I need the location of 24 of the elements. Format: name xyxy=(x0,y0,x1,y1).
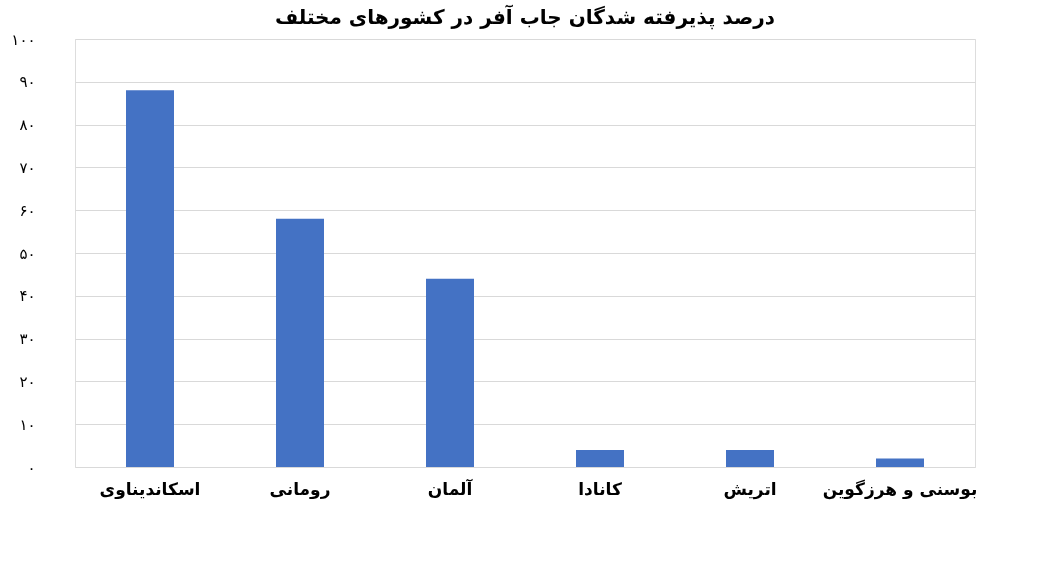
y-tick-label: ۷۰ xyxy=(19,158,36,177)
y-tick-label: ۰ xyxy=(27,458,36,477)
y-tick-label: ۸۰ xyxy=(19,116,36,135)
y-tick-label: ۴۰ xyxy=(19,287,36,306)
y-tick-label: ۲۰ xyxy=(19,372,36,391)
x-tick-label: بوسنی و هرزگوین xyxy=(822,478,978,500)
chart-title: درصد پذیرفته شدگان جاب آفر در کشورهای مختلف xyxy=(274,4,776,30)
bar xyxy=(426,278,474,467)
x-tick-label: اسکاندیناوی xyxy=(99,478,201,500)
x-tick-label: اتریش xyxy=(723,478,777,500)
x-tick-label: رومانی xyxy=(269,478,331,500)
bar xyxy=(126,90,174,467)
bar xyxy=(726,449,774,467)
y-tick-label: ۱۰ xyxy=(19,415,36,434)
y-tick-label: ۳۰ xyxy=(19,330,36,349)
y-tick-label: ۱۰۰ xyxy=(11,30,36,49)
bar xyxy=(276,218,324,467)
bar xyxy=(876,458,924,467)
y-tick-label: ۵۰ xyxy=(19,244,36,263)
x-tick-label: آلمان xyxy=(427,477,474,499)
y-tick-label: ۹۰ xyxy=(19,73,36,92)
x-tick-label: کانادا xyxy=(578,478,622,499)
y-tick-label: ۶۰ xyxy=(19,201,36,220)
bar xyxy=(576,449,624,467)
